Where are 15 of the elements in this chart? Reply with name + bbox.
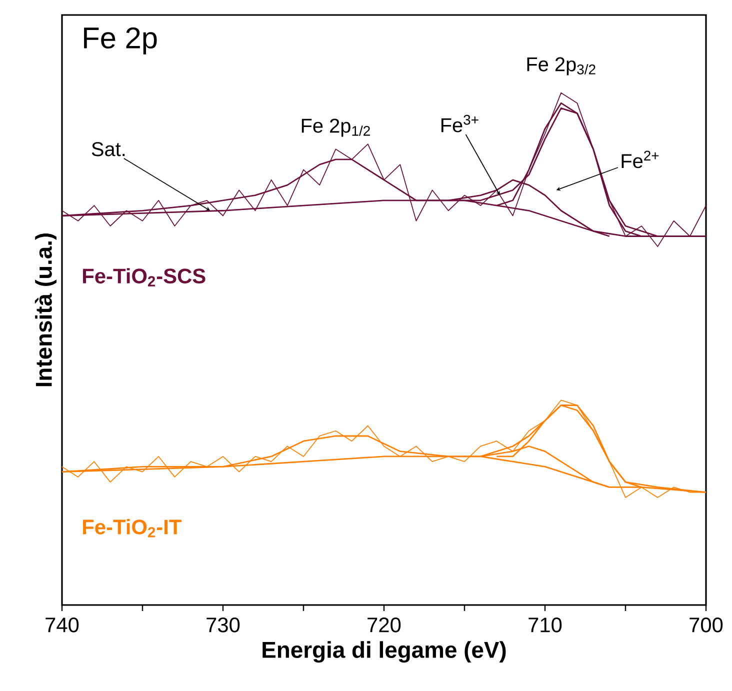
x-tick-label: 730 [206, 618, 240, 632]
x-tick-label: 710 [528, 618, 562, 632]
y-axis-title: Intensità (u.a.) [34, 233, 56, 386]
text: Fe 2p [84, 27, 157, 54]
x-tick-label: 700 [690, 618, 723, 632]
text: Fe-TiO$_{2}$-IT [83, 519, 182, 538]
text: Fe-TiO$_{2}$-SCS [83, 268, 206, 286]
annotation: Fe 2p$_{1/2}$ [302, 118, 370, 137]
x-tick-label: 740 [46, 618, 79, 632]
annotation: Sat. [92, 142, 125, 156]
x-tick-label: 720 [368, 618, 401, 632]
annotation: Fe$^{3+}$ [441, 114, 478, 132]
x-axis-title: Energia di legame (eV) [262, 641, 506, 663]
annotation: Fe$^{2+}$ [622, 150, 659, 168]
annotation: Fe 2p$_{3/2}$ [527, 57, 596, 76]
